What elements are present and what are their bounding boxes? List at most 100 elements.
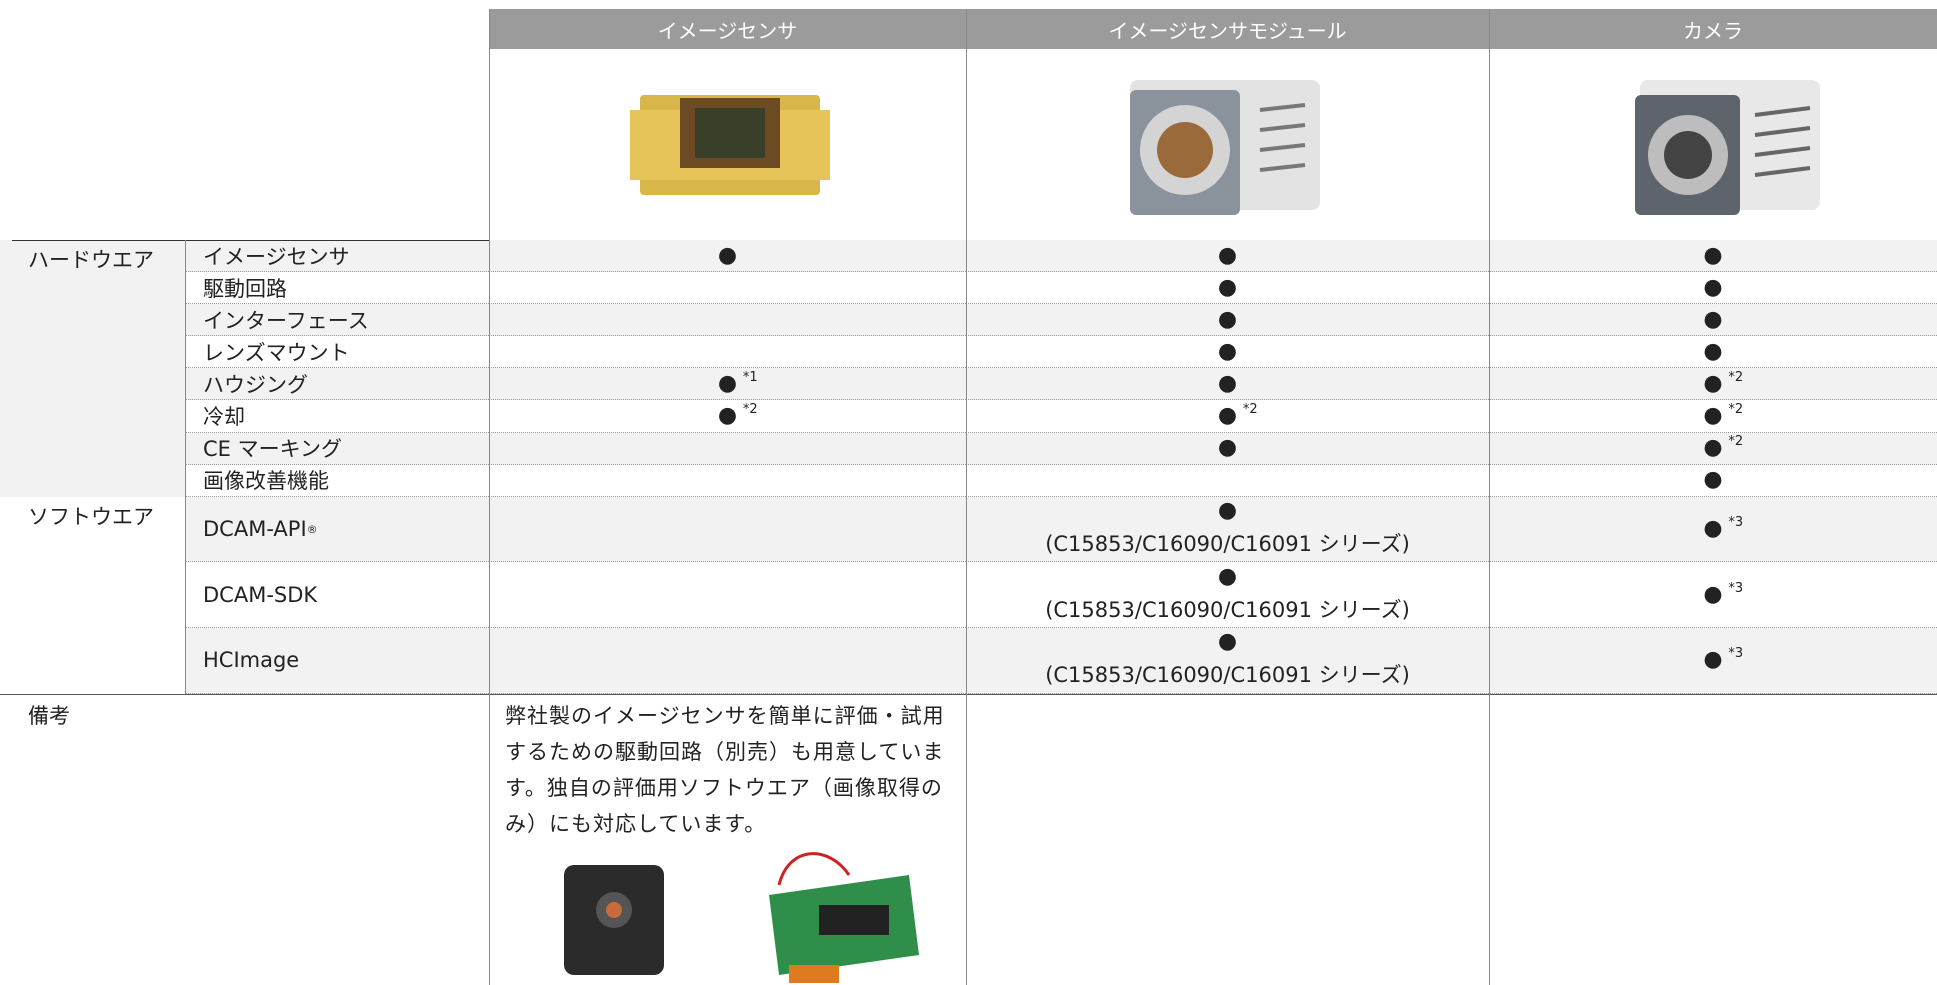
table-cell: ● (C15853/C16090/C16091 シリーズ) xyxy=(966,562,1489,628)
mark: ● xyxy=(1217,629,1238,655)
table-cell: ● *2 xyxy=(1489,368,1937,401)
row-label-text: レンズマウント xyxy=(203,340,350,365)
mark: ● xyxy=(1703,467,1723,493)
row-label-mark: ® xyxy=(306,522,318,536)
row-label-text: イメージセンサ xyxy=(203,244,350,269)
row-label-text: 画像改善機能 xyxy=(203,469,329,494)
table-cell: ● *2 xyxy=(966,401,1489,433)
remarks-label: 備考 xyxy=(28,703,70,728)
driver-board-image xyxy=(769,852,919,983)
cell-note: (C15853/C16090/C16091 シリーズ) xyxy=(1045,532,1410,557)
row-label-text: ハウジング xyxy=(203,372,308,397)
remarks-text: 弊社製のイメージセンサを簡単に評価・試用するための駆動回路（別売）も用意していま… xyxy=(505,703,945,836)
row-label: イメージセンサ xyxy=(185,240,489,273)
table-cell: ● *2 xyxy=(1489,401,1937,433)
row-label: 冷却 xyxy=(185,401,489,433)
row-label-text: HCImage xyxy=(203,648,300,673)
column-divider xyxy=(966,9,967,985)
row-label: DCAM-SDK xyxy=(185,562,489,628)
table-cell xyxy=(966,465,1489,497)
camera-image xyxy=(1635,80,1820,215)
table-cell xyxy=(489,272,966,305)
column-divider xyxy=(1489,9,1490,985)
row-label-text: DCAM-API xyxy=(203,517,307,542)
footnote: *2 xyxy=(1728,434,1744,450)
mark: ● *3 xyxy=(1703,646,1744,673)
mark: ● xyxy=(1703,242,1723,268)
row-label: 駆動回路 xyxy=(185,272,489,305)
table-cell xyxy=(489,562,966,628)
footnote: *3 xyxy=(1728,646,1744,662)
row-label: インターフェース xyxy=(185,304,489,337)
module-image xyxy=(1130,80,1320,215)
table-cell: ● *3 xyxy=(1489,628,1937,694)
row-label: 画像改善機能 xyxy=(185,465,489,497)
mark: ● *2 xyxy=(717,402,758,429)
footnote: *2 xyxy=(1242,402,1258,418)
table-cell: ● *1 xyxy=(489,368,966,401)
table-cell: ● *2 xyxy=(1489,432,1937,465)
mark: ● xyxy=(1217,274,1238,300)
row-label-text: インターフェース xyxy=(203,308,369,333)
table-cell: ● (C15853/C16090/C16091 シリーズ) xyxy=(966,628,1489,694)
row-label: DCAM-API ® xyxy=(185,496,489,563)
table-cell xyxy=(489,628,966,694)
row-label-text: DCAM-SDK xyxy=(203,582,318,607)
product-images xyxy=(630,80,1820,215)
table-cell: ● xyxy=(966,368,1489,401)
table-cell: ● xyxy=(966,304,1489,337)
table-cell: ● (C15853/C16090/C16091 シリーズ) xyxy=(966,496,1489,563)
group-label: ソフトウエア xyxy=(28,504,154,529)
table-cell: ● xyxy=(1489,240,1937,273)
footnote: *3 xyxy=(1728,580,1744,596)
table-cell: ● xyxy=(1489,272,1937,305)
row-label-text: 冷却 xyxy=(203,405,245,430)
mark: ● *2 xyxy=(1703,434,1744,461)
mark: ● xyxy=(1217,498,1238,524)
table-cell: ● xyxy=(1489,465,1937,497)
column-divider xyxy=(185,240,186,694)
mark: ● xyxy=(1703,306,1723,332)
column-header: イメージセンサモジュール xyxy=(966,9,1489,49)
row-label-text: CE マーキング xyxy=(203,437,342,462)
table-cell: ● xyxy=(966,336,1489,369)
footnote: *1 xyxy=(742,369,758,385)
row-label: レンズマウント xyxy=(185,336,489,369)
mark: ● xyxy=(1217,370,1238,396)
mark: ● xyxy=(1703,338,1723,364)
group-separator xyxy=(12,240,489,241)
mark: ● *2 xyxy=(1217,402,1258,429)
mark: ● xyxy=(1217,306,1238,332)
mark: ● *3 xyxy=(1703,580,1744,607)
column-header: イメージセンサ xyxy=(489,9,966,49)
group-separator xyxy=(0,693,1937,695)
mark: ● xyxy=(1217,338,1238,364)
row-label: HCImage xyxy=(185,628,489,694)
table-cell: ● xyxy=(1489,304,1937,337)
table-cell xyxy=(489,496,966,563)
table-cell xyxy=(489,465,966,497)
mark: ● *1 xyxy=(717,369,758,396)
table-cell: ● xyxy=(966,240,1489,273)
cell-note: (C15853/C16090/C16091 シリーズ) xyxy=(1045,663,1410,688)
table-cell: ● xyxy=(489,240,966,273)
mark: ● *3 xyxy=(1703,515,1744,542)
mark: ● xyxy=(717,242,738,268)
column-header: カメラ xyxy=(1489,9,1937,49)
mark: ● xyxy=(1703,274,1723,300)
mark: ● xyxy=(1217,242,1238,268)
row-label-text: 駆動回路 xyxy=(203,276,287,301)
row-label: ハウジング xyxy=(185,368,489,401)
table-cell: ● *3 xyxy=(1489,496,1937,563)
mark: ● *2 xyxy=(1703,369,1744,396)
table-cell xyxy=(489,336,966,369)
group-label: ハードウエア xyxy=(0,240,185,497)
mark: ● xyxy=(1217,563,1238,589)
table-cell: ● xyxy=(966,272,1489,305)
table-cell xyxy=(489,432,966,465)
table-cell: ● *3 xyxy=(1489,562,1937,628)
footnote: *2 xyxy=(1728,369,1744,385)
remark-images xyxy=(564,852,919,983)
column-divider xyxy=(489,9,490,985)
